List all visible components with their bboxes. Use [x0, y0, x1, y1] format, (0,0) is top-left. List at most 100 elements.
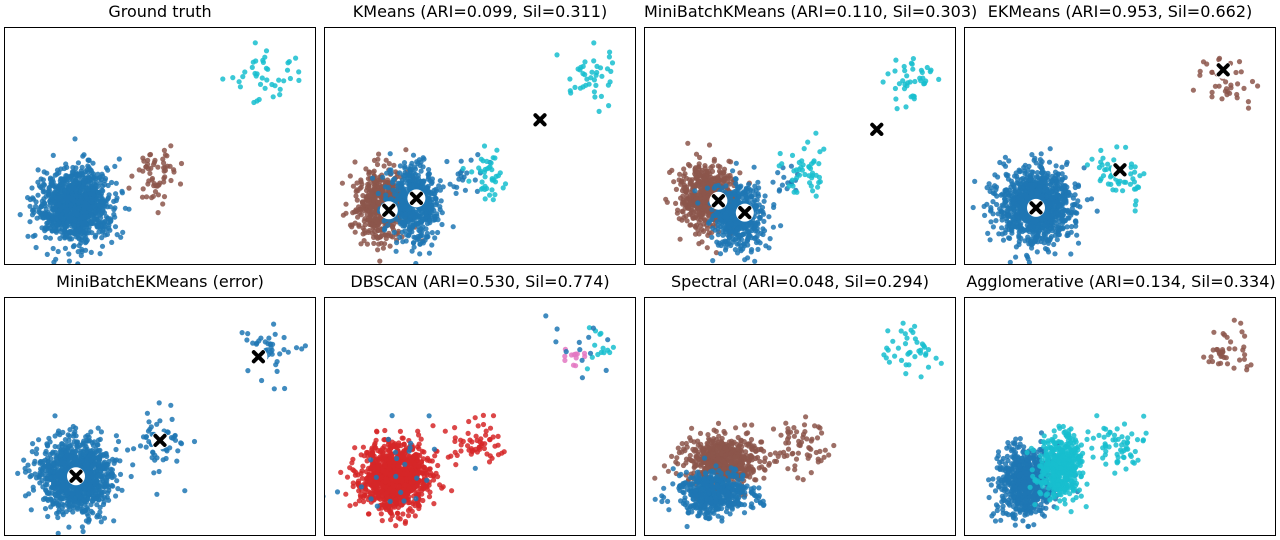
data-point — [287, 75, 293, 82]
data-point — [53, 216, 59, 222]
data-point — [821, 146, 827, 152]
data-point — [426, 171, 432, 177]
data-point — [147, 170, 153, 176]
data-point — [992, 183, 998, 189]
data-point — [726, 241, 732, 247]
data-point — [695, 227, 701, 233]
data-point — [994, 201, 1000, 208]
data-point — [692, 188, 698, 194]
data-point — [704, 185, 711, 191]
data-point — [749, 247, 755, 253]
scatter-panel-3 — [964, 27, 1276, 265]
data-point — [458, 158, 464, 164]
data-point — [63, 161, 69, 167]
data-point — [44, 170, 50, 176]
data-point — [902, 68, 908, 74]
data-point — [1190, 87, 1196, 93]
data-point — [40, 189, 46, 195]
data-point — [758, 230, 764, 236]
data-point — [36, 183, 43, 189]
data-point — [586, 81, 592, 87]
data-point — [1141, 171, 1147, 177]
data-point — [1003, 187, 1009, 193]
data-point — [1000, 237, 1007, 243]
data-point — [71, 223, 77, 229]
data-point — [1056, 219, 1063, 225]
data-point — [112, 205, 118, 211]
data-point — [810, 188, 816, 194]
data-point — [52, 205, 58, 211]
data-point — [1063, 187, 1069, 193]
data-point — [396, 206, 403, 212]
centroid-marker — [735, 203, 754, 222]
data-point — [43, 206, 49, 212]
panel-title-4: MiniBatchEKMeans (error) — [56, 272, 264, 291]
data-point — [39, 198, 45, 204]
data-point — [892, 68, 898, 74]
data-point — [1068, 229, 1074, 235]
data-point — [377, 258, 383, 264]
data-point — [475, 152, 481, 158]
data-point — [438, 198, 444, 204]
data-point — [728, 221, 734, 227]
data-point — [910, 56, 917, 62]
data-point — [108, 217, 114, 224]
data-point — [676, 177, 682, 183]
data-point — [1005, 172, 1011, 178]
data-point — [1098, 147, 1104, 153]
points-group-2 — [663, 56, 942, 264]
data-point — [489, 187, 495, 193]
data-point — [78, 230, 84, 237]
data-point — [474, 188, 480, 194]
data-point — [151, 183, 157, 189]
data-point — [75, 249, 81, 255]
data-point — [920, 75, 926, 81]
data-point — [713, 183, 719, 189]
data-point — [997, 159, 1003, 166]
data-point — [111, 518, 117, 524]
data-point — [1017, 169, 1023, 175]
data-point — [410, 152, 417, 158]
data-point — [1017, 205, 1023, 211]
data-point — [1028, 191, 1034, 197]
data-point — [252, 40, 258, 46]
data-point — [805, 139, 811, 145]
data-point — [1235, 81, 1241, 87]
data-point — [437, 178, 443, 184]
data-point — [412, 212, 418, 219]
data-point — [109, 239, 115, 245]
data-point — [706, 169, 712, 175]
data-point — [1089, 156, 1095, 162]
data-point — [79, 164, 85, 170]
data-point — [1026, 163, 1032, 169]
data-point — [242, 69, 248, 75]
data-point — [1025, 256, 1031, 262]
data-point — [995, 174, 1001, 180]
data-point — [687, 163, 693, 169]
data-point — [572, 84, 578, 90]
data-point — [490, 197, 496, 203]
data-point — [580, 63, 586, 69]
data-point — [598, 93, 605, 99]
data-point — [919, 69, 925, 75]
data-point — [368, 205, 374, 211]
data-point — [1044, 213, 1050, 219]
data-point — [1072, 181, 1078, 187]
data-point — [924, 64, 930, 71]
data-point — [880, 79, 886, 85]
data-point — [1004, 208, 1010, 214]
data-point — [1060, 225, 1066, 231]
data-point — [270, 94, 276, 100]
data-point — [807, 180, 813, 186]
data-point — [83, 221, 89, 227]
data-point — [593, 72, 599, 78]
data-point — [374, 219, 380, 225]
data-point — [748, 223, 754, 229]
data-point — [80, 153, 86, 159]
data-point — [734, 226, 741, 232]
data-point — [82, 169, 88, 175]
data-point — [1108, 181, 1114, 187]
data-point — [680, 209, 686, 215]
data-point — [1002, 154, 1009, 160]
data-point — [1065, 207, 1071, 213]
